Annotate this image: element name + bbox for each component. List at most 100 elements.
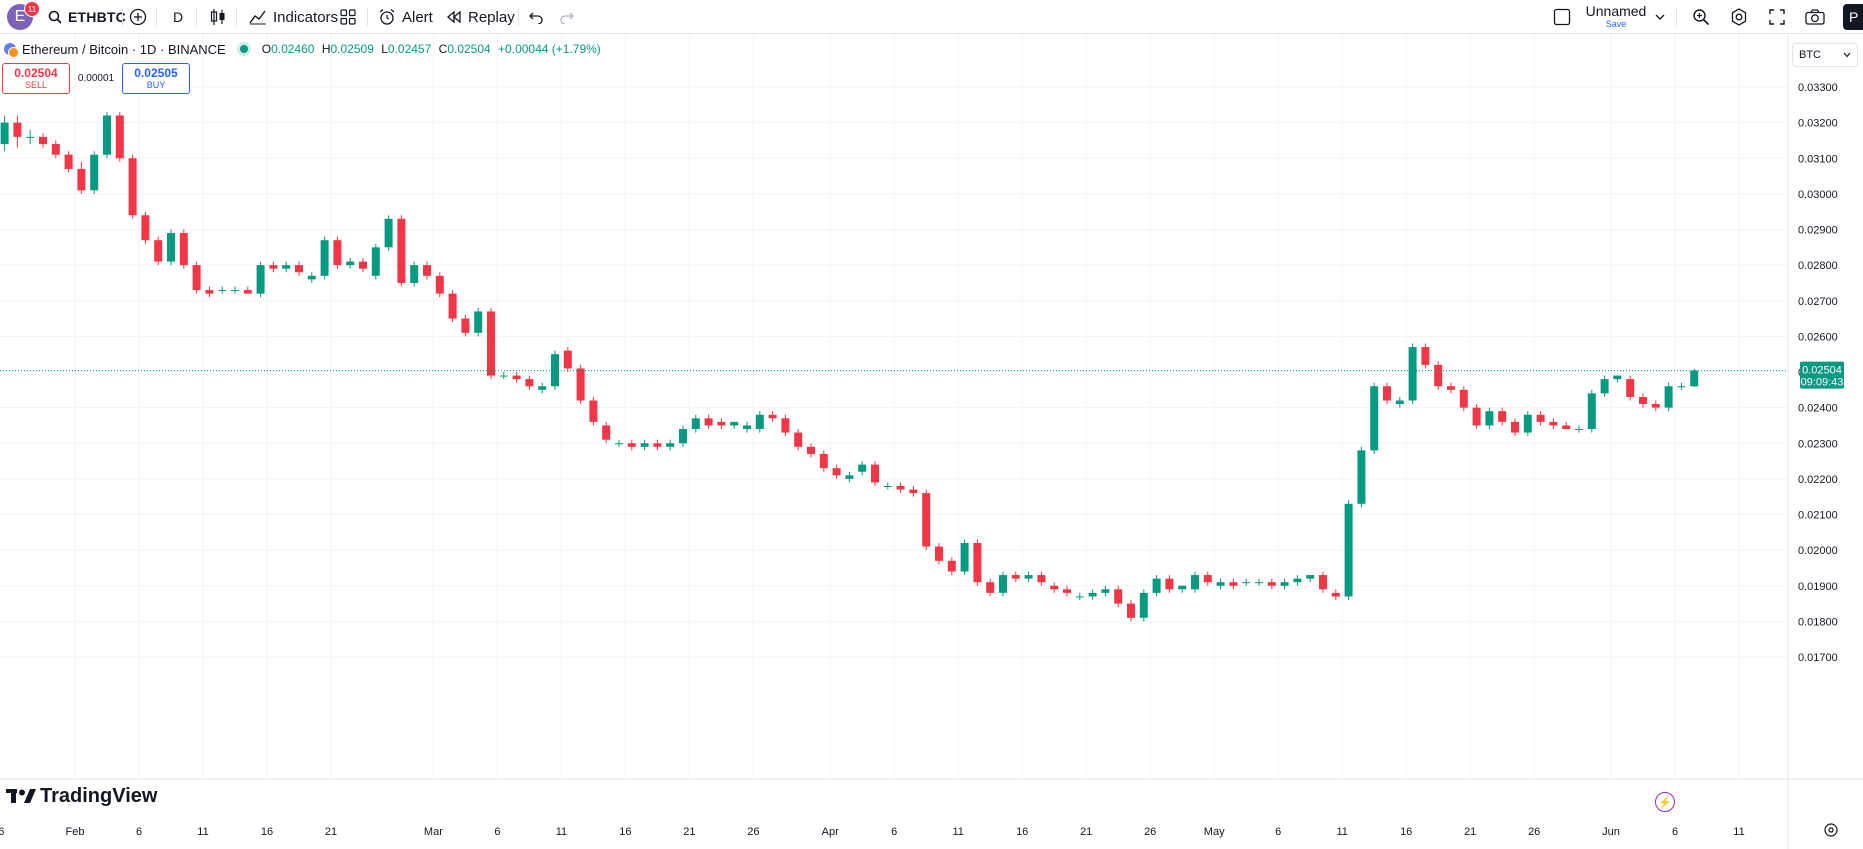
candle-body — [115, 115, 124, 159]
candle-body — [39, 136, 47, 144]
camera-icon — [1805, 9, 1825, 25]
candle — [1280, 578, 1289, 590]
chart-type-button[interactable] — [210, 0, 226, 34]
chart-pane[interactable]: 0.03300 0.03200 0.03100 0.03000 0.02900 0.028… — [0, 34, 1863, 849]
candle — [743, 421, 751, 433]
candle-body — [1165, 578, 1174, 590]
save-layout-button[interactable]: Unnamed Save — [1570, 3, 1662, 31]
interval-button[interactable]: D — [173, 0, 183, 34]
price-axis-label: 0.02400 — [1798, 403, 1838, 415]
candle — [1178, 585, 1187, 593]
time-axis-label: Mar — [424, 826, 443, 838]
replay-button[interactable]: Replay — [446, 0, 515, 34]
candle-body — [1677, 386, 1686, 388]
alert-button[interactable]: Alert — [378, 0, 433, 34]
candle-body — [64, 154, 73, 169]
candle — [359, 258, 367, 273]
toolbar-divider — [122, 8, 123, 26]
candle — [1511, 418, 1519, 437]
fullscreen-button[interactable] — [1769, 0, 1785, 34]
redo-button[interactable] — [559, 0, 575, 34]
settings-button[interactable] — [1730, 0, 1748, 34]
candle-body — [1639, 396, 1647, 405]
price-axis-label: 0.03200 — [1798, 118, 1838, 130]
candle — [410, 261, 419, 287]
publish-button[interactable]: P — [1843, 4, 1863, 30]
candle — [986, 578, 995, 597]
price-axis-label: 0.03000 — [1798, 189, 1838, 201]
layout-checkbox[interactable] — [1553, 0, 1571, 34]
candle — [1575, 425, 1583, 433]
candle-body — [909, 489, 918, 494]
candle-body — [1600, 379, 1609, 394]
candle-body — [346, 261, 355, 266]
layout-menu-button[interactable] — [1655, 0, 1665, 34]
bitcoin-coin-icon — [8, 47, 19, 58]
alarm-clock-icon — [379, 9, 395, 25]
candle-body — [26, 136, 35, 138]
flash-icon[interactable]: ⚡ — [1655, 792, 1675, 812]
candle — [1536, 411, 1545, 426]
candle — [691, 414, 700, 433]
candle-body — [103, 115, 111, 155]
tradingview-logo[interactable]: TradingView — [6, 782, 157, 810]
indicators-button[interactable]: Indicators — [249, 0, 338, 34]
candle — [819, 450, 828, 472]
time-axis-settings-icon[interactable] — [1824, 823, 1838, 837]
currency-dropdown[interactable]: BTC — [1792, 43, 1858, 67]
toolbar-divider — [1676, 8, 1677, 26]
candle-body — [282, 265, 291, 269]
candles-icon — [210, 9, 225, 25]
redo-icon — [560, 12, 574, 24]
sell-label: SELL — [24, 80, 48, 90]
change-value: +0.00044 (+1.79%) — [498, 42, 601, 56]
price-chart[interactable]: 0.03300 0.03200 0.03100 0.03000 0.02900 0.028… — [0, 34, 1863, 849]
candle — [423, 261, 431, 280]
candle — [653, 439, 662, 451]
candle-body — [858, 464, 867, 472]
quick-search-button[interactable] — [1692, 0, 1710, 34]
symbol-search-button[interactable]: ETHBTC — [48, 0, 126, 34]
candle-body — [653, 443, 662, 447]
bar-countdown: 09:09:43 — [1801, 377, 1844, 389]
symbol-name: ETHBTC — [68, 9, 126, 25]
price-axis-label: 0.03300 — [1798, 82, 1838, 94]
search-icon — [48, 10, 62, 24]
candle-body — [1536, 414, 1545, 422]
candle — [1459, 386, 1468, 412]
candle-body — [1651, 404, 1660, 408]
templates-button[interactable] — [340, 0, 356, 34]
candle — [1613, 375, 1622, 383]
sell-button[interactable]: 0.02504 SELL — [2, 63, 70, 94]
candle — [627, 439, 636, 451]
time-axis-label: 16 — [1400, 826, 1412, 838]
candle-body — [397, 218, 406, 283]
candle — [282, 261, 291, 273]
snapshot-button[interactable] — [1805, 0, 1825, 34]
candle-body — [141, 215, 150, 241]
candle-body — [845, 475, 854, 479]
time-axis-label: 16 — [261, 826, 273, 838]
last-price-value: 0.02504 — [1802, 365, 1842, 377]
price-axis-label: 0.02800 — [1798, 260, 1838, 272]
candle-body — [1344, 503, 1353, 597]
candle — [269, 261, 278, 273]
compare-symbol-button[interactable] — [129, 0, 147, 34]
open-label: O — [261, 42, 272, 56]
indicators-icon — [249, 10, 266, 25]
market-open-status-icon[interactable] — [239, 45, 248, 53]
legend-title[interactable]: Ethereum / Bitcoin · 1D · BINANCE — [22, 41, 226, 57]
candle — [922, 489, 931, 551]
candle-body — [1370, 386, 1379, 451]
candle — [1242, 578, 1251, 586]
candle-body — [1267, 582, 1276, 586]
candle-body — [1063, 589, 1071, 593]
candle-body — [1024, 575, 1033, 579]
time-axis-label: 21 — [325, 826, 337, 838]
candle — [563, 347, 572, 372]
toolbar-divider — [196, 8, 197, 26]
buy-button[interactable]: 0.02505 BUY — [122, 63, 190, 94]
candle-body — [1331, 592, 1340, 597]
undo-button[interactable] — [528, 0, 544, 34]
candle-body — [1075, 596, 1084, 598]
